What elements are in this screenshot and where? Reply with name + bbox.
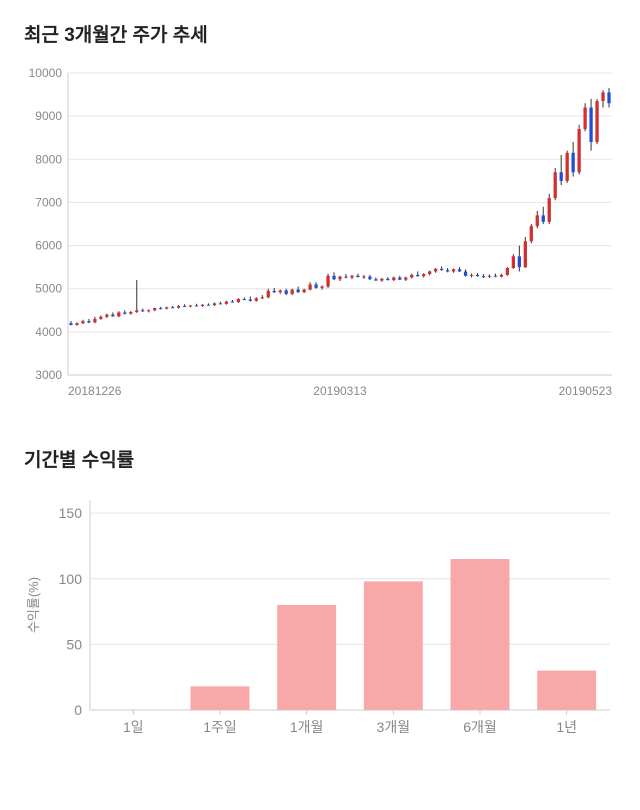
svg-text:6개월: 6개월 [463, 719, 497, 735]
svg-text:5000: 5000 [35, 282, 62, 296]
svg-text:0: 0 [74, 702, 82, 718]
bar-chart-section: 기간별 수익률 수익률(%) 0 50 100 150 1일 1주일 1개월 3개월 6개월 1년 [20, 445, 620, 750]
svg-text:1개월: 1개월 [290, 719, 324, 735]
bar-chart: 수익률(%) 0 50 100 150 1일 1주일 1개월 3개월 6개월 1년 [20, 490, 620, 750]
svg-text:6000: 6000 [35, 239, 62, 253]
svg-text:1년: 1년 [556, 719, 577, 735]
svg-text:9000: 9000 [35, 109, 62, 123]
svg-text:20190523: 20190523 [559, 384, 613, 398]
svg-text:3000: 3000 [35, 368, 62, 382]
svg-text:150: 150 [59, 505, 83, 521]
bar-chart-title: 기간별 수익률 [24, 445, 620, 472]
candlestick-chart: 3000 4000 5000 6000 7000 8000 9000 10000 2018122… [20, 65, 620, 405]
svg-text:1주일: 1주일 [203, 719, 237, 735]
svg-text:20190313: 20190313 [313, 384, 367, 398]
candlestick-svg: 3000 4000 5000 6000 7000 8000 9000 10000 2018122… [20, 65, 620, 405]
svg-text:1일: 1일 [123, 719, 144, 735]
svg-text:20181226: 20181226 [68, 384, 122, 398]
svg-text:4000: 4000 [35, 325, 62, 339]
svg-text:50: 50 [66, 636, 82, 652]
svg-text:100: 100 [59, 571, 83, 587]
svg-text:수익률(%): 수익률(%) [26, 577, 41, 633]
svg-text:8000: 8000 [35, 152, 62, 166]
svg-text:10000: 10000 [29, 66, 63, 80]
candlestick-chart-section: 최근 3개월간 주가 추세 3000 4000 5000 6000 7000 8000 90… [20, 20, 620, 405]
bar-chart-svg: 수익률(%) 0 50 100 150 1일 1주일 1개월 3개월 6개월 1년 [20, 490, 620, 750]
svg-text:7000: 7000 [35, 195, 62, 209]
svg-text:3개월: 3개월 [377, 719, 411, 735]
candlestick-chart-title: 최근 3개월간 주가 추세 [24, 20, 620, 47]
